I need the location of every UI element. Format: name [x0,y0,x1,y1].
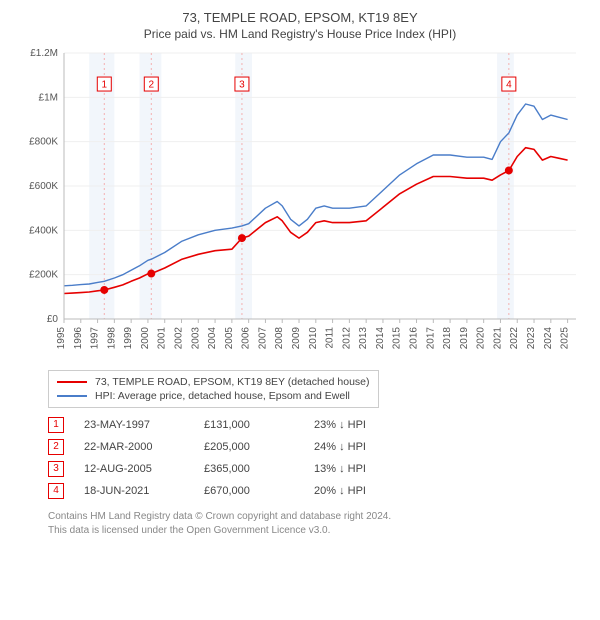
svg-text:2018: 2018 [442,327,453,350]
svg-text:2017: 2017 [425,327,436,350]
svg-text:£0: £0 [47,314,59,325]
svg-text:£1.2M: £1.2M [30,49,58,59]
svg-text:2002: 2002 [174,327,185,350]
svg-text:2004: 2004 [207,327,218,350]
legend-label: 73, TEMPLE ROAD, EPSOM, KT19 8EY (detach… [95,376,370,388]
transaction-row: 4 18-JUN-2021 £670,000 20% ↓ HPI [48,480,592,502]
svg-text:2025: 2025 [560,327,571,350]
legend: 73, TEMPLE ROAD, EPSOM, KT19 8EY (detach… [48,370,379,408]
svg-text:1998: 1998 [106,327,117,350]
svg-text:2001: 2001 [157,327,168,350]
svg-text:£200K: £200K [29,270,58,281]
svg-text:2016: 2016 [409,327,420,350]
svg-text:2009: 2009 [291,327,302,350]
svg-text:2008: 2008 [274,327,285,350]
transaction-price: £131,000 [204,419,294,431]
svg-text:2013: 2013 [358,327,369,350]
svg-text:2022: 2022 [509,327,520,350]
svg-text:1999: 1999 [123,327,134,350]
svg-text:2015: 2015 [392,327,403,350]
chart-subtitle: Price paid vs. HM Land Registry's House … [8,27,592,41]
transaction-diff: 24% ↓ HPI [314,441,404,453]
transaction-price: £205,000 [204,441,294,453]
transaction-row: 1 23-MAY-1997 £131,000 23% ↓ HPI [48,414,592,436]
transaction-diff: 13% ↓ HPI [314,463,404,475]
transaction-diff: 20% ↓ HPI [314,485,404,497]
legend-item: HPI: Average price, detached house, Epso… [57,389,370,403]
svg-text:2005: 2005 [224,327,235,350]
svg-text:1996: 1996 [73,327,84,350]
svg-text:1997: 1997 [90,327,101,350]
svg-text:£400K: £400K [29,225,58,236]
footnote: Contains HM Land Registry data © Crown c… [48,510,592,537]
svg-text:2010: 2010 [308,327,319,350]
transaction-date: 18-JUN-2021 [84,485,184,497]
svg-text:£800K: £800K [29,137,58,148]
svg-text:2024: 2024 [543,327,554,350]
transaction-row: 3 12-AUG-2005 £365,000 13% ↓ HPI [48,458,592,480]
transactions-table: 1 23-MAY-1997 £131,000 23% ↓ HPI 2 22-MAR-200… [48,414,592,502]
transaction-date: 12-AUG-2005 [84,463,184,475]
svg-text:2023: 2023 [526,327,537,350]
legend-swatch [57,395,87,397]
price-chart: £0 £200K £400K £600K £800K £1M £1.2M 1 2 3 4 1995 19… [20,49,580,364]
transaction-marker: 4 [48,483,64,499]
legend-label: HPI: Average price, detached house, Epso… [95,390,350,402]
transaction-diff: 23% ↓ HPI [314,419,404,431]
legend-swatch [57,381,87,383]
svg-text:4: 4 [506,80,512,91]
transaction-row: 2 22-MAR-2000 £205,000 24% ↓ HPI [48,436,592,458]
transaction-marker: 3 [48,461,64,477]
svg-text:3: 3 [239,80,245,91]
svg-text:2007: 2007 [257,327,268,350]
chart-title: 73, TEMPLE ROAD, EPSOM, KT19 8EY [8,10,592,25]
svg-text:2006: 2006 [241,327,252,350]
svg-text:1995: 1995 [56,327,67,350]
legend-item: 73, TEMPLE ROAD, EPSOM, KT19 8EY (detach… [57,375,370,389]
svg-text:2000: 2000 [140,327,151,350]
footnote-line: This data is licensed under the Open Gov… [48,524,592,538]
transaction-date: 22-MAR-2000 [84,441,184,453]
svg-text:2: 2 [149,80,155,91]
svg-text:2014: 2014 [375,327,386,350]
transaction-date: 23-MAY-1997 [84,419,184,431]
svg-text:1: 1 [102,80,108,91]
svg-text:£1M: £1M [39,92,58,103]
svg-text:2020: 2020 [476,327,487,350]
footnote-line: Contains HM Land Registry data © Crown c… [48,510,592,524]
chart-container: £0 £200K £400K £600K £800K £1M £1.2M 1 2 3 4 1995 19… [20,49,580,364]
svg-text:2003: 2003 [190,327,201,350]
transaction-price: £670,000 [204,485,294,497]
transaction-price: £365,000 [204,463,294,475]
transaction-marker: 2 [48,439,64,455]
svg-text:2019: 2019 [459,327,470,350]
svg-text:2011: 2011 [325,327,336,349]
svg-text:2021: 2021 [492,327,503,350]
transaction-marker: 1 [48,417,64,433]
svg-text:£600K: £600K [29,181,58,192]
svg-text:2012: 2012 [341,327,352,350]
